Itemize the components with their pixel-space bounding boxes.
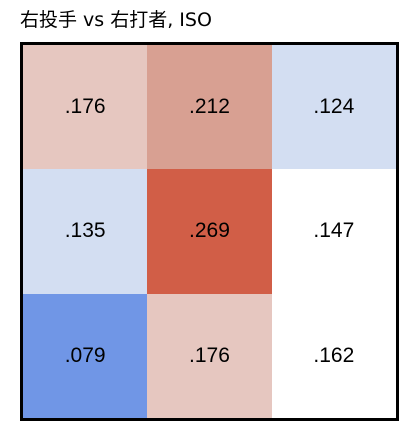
heatmap-cell-r2-c2: .269 xyxy=(147,169,272,294)
heatmap-cell-r1-c3: .124 xyxy=(271,45,396,170)
heatmap-cell-value: .079 xyxy=(64,343,106,367)
heatmap-cell-value: .176 xyxy=(189,343,230,367)
heatmap-grid: .176 .212 .124 .135 .269 .147 .079 .176 … xyxy=(20,42,399,421)
heatmap-cell-r3-c3: .162 xyxy=(271,293,396,418)
heatmap-cell-value: .269 xyxy=(189,219,230,243)
chart-title: 右投手 vs 右打者, ISO xyxy=(20,9,212,31)
heatmap-cell-r3-c1: .079 xyxy=(23,293,148,418)
heatmap-cell-value: .124 xyxy=(313,95,355,119)
heatmap-cell-r2-c3: .147 xyxy=(271,169,396,294)
heatmap-cell-value: .212 xyxy=(189,95,230,119)
heatmap-cell-r1-c2: .212 xyxy=(147,45,272,170)
heatmap-cell-r1-c1: .176 xyxy=(23,45,148,170)
heatmap-cell-value: .147 xyxy=(313,219,355,243)
heatmap-cell-value: .162 xyxy=(313,343,355,367)
heatmap-cell-r3-c2: .176 xyxy=(147,293,272,418)
heatmap-cell-value: .176 xyxy=(64,95,106,119)
heatmap-cell-value: .135 xyxy=(64,219,106,243)
heatmap-cell-r2-c1: .135 xyxy=(23,169,148,294)
